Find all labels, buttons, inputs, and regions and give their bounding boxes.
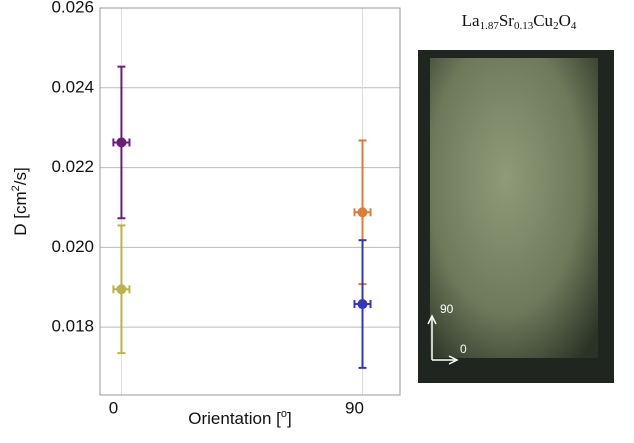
photo-sample xyxy=(430,58,598,358)
formula-part: O xyxy=(559,11,571,30)
formula-part: La xyxy=(462,11,480,30)
arrowhead xyxy=(427,314,437,325)
x-axis-label-part: Orientation [ xyxy=(188,409,281,428)
y-axis-label-part: 2 xyxy=(10,185,22,191)
data-point xyxy=(116,284,127,295)
plot: 0.018 0.020 0.022 0.024 0.026 0 90 Orientation … xyxy=(10,0,401,429)
plot-frame xyxy=(99,7,401,396)
y-axis-label-part: /s] xyxy=(11,167,30,185)
x-axis-label: Orientation [o] xyxy=(188,408,291,429)
arrowhead xyxy=(448,355,459,365)
formula-part: Cu xyxy=(533,11,553,30)
x-axis-label-part: o xyxy=(281,408,287,420)
data-point xyxy=(357,299,368,310)
y-tick-label: 0.026 xyxy=(51,0,94,16)
y-axis-label-part: D [cm xyxy=(11,191,30,235)
formula-part: Sr xyxy=(499,11,514,30)
y-tick-label: 0.018 xyxy=(51,317,94,336)
photo-panel: La1.87Sr0.13Cu2O4 90 0 xyxy=(418,11,614,383)
x-axis-label-part: ] xyxy=(287,409,292,428)
arrow-label: 90 xyxy=(440,302,454,316)
formula-subscript: 4 xyxy=(571,20,577,32)
formula-subscript: 1.87 xyxy=(480,20,500,32)
data-point xyxy=(116,137,127,148)
y-tick-label: 0.020 xyxy=(51,237,94,256)
arrow-label: 0 xyxy=(460,342,467,356)
x-tick-label: 90 xyxy=(345,398,364,417)
x-tick-label: 0 xyxy=(109,398,118,417)
y-tick-label: 0.024 xyxy=(51,77,94,96)
data-point xyxy=(357,207,368,218)
formula-title: La1.87Sr0.13Cu2O4 xyxy=(462,11,577,32)
formula-subscript: 2 xyxy=(553,20,559,32)
y-tick-label: 0.022 xyxy=(51,157,94,176)
formula-subscript: 0.13 xyxy=(514,20,534,32)
y-axis-label: D [cm2/s] xyxy=(10,167,31,235)
